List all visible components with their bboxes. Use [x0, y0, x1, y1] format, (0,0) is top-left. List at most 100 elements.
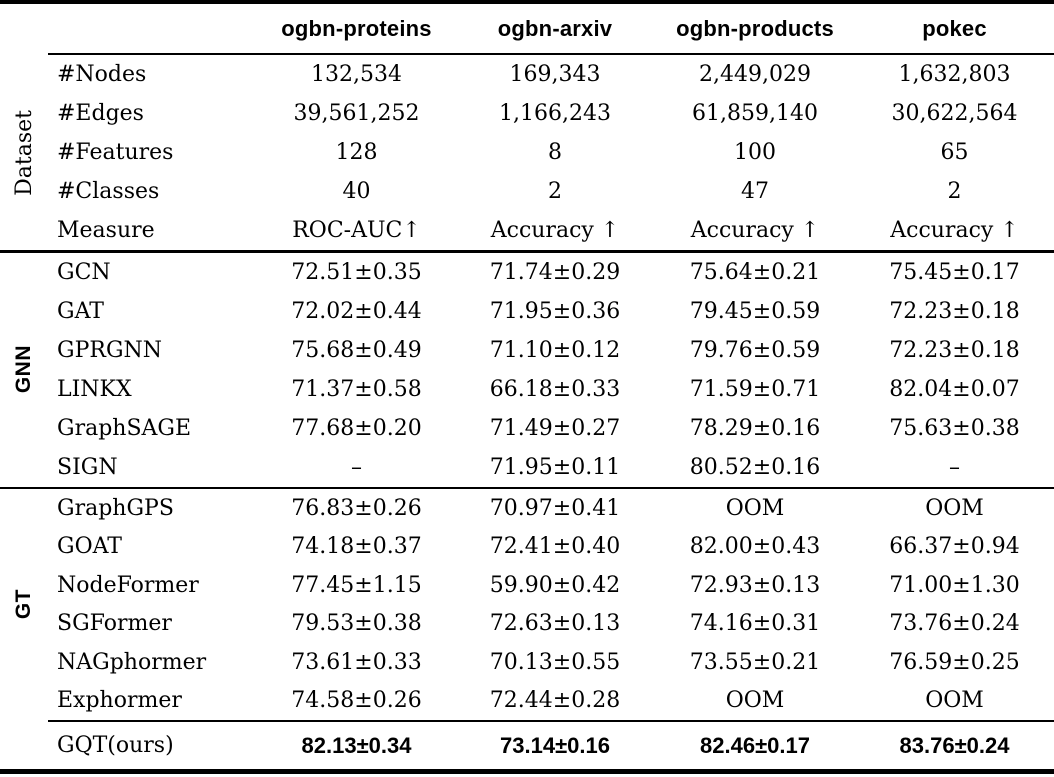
table-cell: 2 [947, 179, 962, 204]
table-cell: 75.68±0.49 [291, 337, 422, 363]
table-cell: 77.68±0.20 [291, 415, 422, 441]
table-cell: 73.61±0.33 [291, 649, 422, 675]
table-cell-best: 82.13±0.34 [301, 732, 412, 758]
gt-section: GT GraphGPS 76.83±0.26 70.97±0.41 OOM OO… [0, 489, 1054, 720]
table-cell: 72.51±0.35 [291, 259, 422, 285]
table-row-measure: Measure ROC-AUC↑ Accuracy ↑ Accuracy ↑ A… [48, 211, 1054, 250]
table-cell: 74.18±0.37 [291, 534, 422, 560]
table-cell: 75.64±0.21 [689, 259, 821, 285]
table-cell: – [351, 454, 362, 480]
table-row-sign: SIGN – 71.95±0.11 80.52±0.16 – [48, 448, 1054, 487]
row-label: LINKX [57, 376, 132, 402]
table-bottom-rule [0, 769, 1054, 774]
table-row-edges: #Edges 39,561,252 1,166,243 61,859,140 3… [48, 94, 1054, 133]
table-cell: 70.13±0.55 [489, 649, 621, 675]
row-label: NAGphormer [57, 649, 207, 675]
section-divider-rule [0, 486, 1054, 489]
table-row-gat: GAT 72.02±0.44 71.95±0.36 79.45±0.59 72.… [48, 292, 1054, 331]
table-cell: OOM [725, 495, 785, 521]
ours-divider-rule [48, 720, 1054, 722]
table-cell: 72.41±0.40 [489, 534, 621, 560]
table-row-nagphormer: NAGphormer 73.61±0.33 70.13±0.55 73.55±0… [48, 643, 1054, 682]
table-cell: 59.90±0.42 [489, 572, 621, 598]
table-cell-best: 73.14±0.16 [500, 732, 610, 758]
table-cell: Accuracy ↑ [890, 218, 1019, 243]
table-cell: 73.76±0.24 [889, 611, 1020, 637]
table-cell-best: 82.46±0.17 [700, 732, 810, 758]
row-label: GraphSAGE [57, 415, 192, 441]
gnn-section: GNN GCN 72.51±0.35 71.74±0.29 75.64±0.21… [0, 253, 1054, 487]
table-row-nodeformer: NodeFormer 77.45±1.15 59.90±0.42 72.93±0… [48, 566, 1054, 605]
table-cell: ROC-AUC↑ [292, 218, 421, 243]
table-cell: 8 [548, 140, 562, 165]
row-label: GQT(ours) [57, 733, 174, 758]
row-label: GOAT [57, 534, 122, 560]
row-label: GAT [57, 298, 104, 324]
table-row-features: #Features 128 8 100 65 [48, 133, 1054, 172]
table-cell: 82.00±0.43 [689, 534, 821, 560]
table-cell: 70.97±0.41 [489, 495, 621, 521]
row-label: Measure [57, 218, 155, 243]
table-cell: 72.02±0.44 [291, 298, 422, 324]
row-label: GraphGPS [57, 495, 174, 521]
table-row-sgformer: SGFormer 79.53±0.38 72.63±0.13 74.16±0.3… [48, 605, 1054, 644]
section-label-gt: GT [12, 589, 35, 620]
table-cell: 61,859,140 [692, 101, 818, 126]
header-underline-rule [48, 53, 1054, 55]
table-cell: 71.00±1.30 [889, 572, 1020, 598]
table-row-gcn: GCN 72.51±0.35 71.74±0.29 75.64±0.21 75.… [48, 253, 1054, 292]
table-row-exphormer: Exphormer 74.58±0.26 72.44±0.28 OOM OOM [48, 682, 1054, 721]
table-cell: 71.95±0.36 [489, 298, 621, 324]
table-cell: 77.45±1.15 [291, 572, 422, 598]
table-row-gprgnn: GPRGNN 75.68±0.49 71.10±0.12 79.76±0.59 … [48, 331, 1054, 370]
table-row-graphsage: GraphSAGE 77.68±0.20 71.49±0.27 78.29±0.… [48, 409, 1054, 448]
table-cell: OOM [725, 688, 785, 714]
section-label-gnn: GNN [12, 345, 35, 394]
row-label: Exphormer [57, 688, 182, 714]
table-cell: 39,561,252 [293, 101, 420, 126]
table-cell: 79.76±0.59 [689, 337, 821, 363]
table-cell: 71.59±0.71 [689, 376, 821, 402]
column-header-pokec: pokec [922, 15, 987, 41]
table-cell: 72.23±0.18 [889, 337, 1020, 363]
dataset-section-label-cell: Dataset [0, 55, 48, 250]
table-cell: 128 [335, 140, 378, 165]
gnn-section-label-cell: GNN [0, 253, 48, 487]
table-cell: 73.55±0.21 [689, 649, 821, 675]
table-cell: 169,343 [509, 62, 601, 87]
table-cell: 80.52±0.16 [689, 454, 821, 480]
table-cell: 1,632,803 [898, 62, 1011, 87]
table-cell: Accuracy ↑ [490, 218, 620, 243]
table-cell: 79.45±0.59 [689, 298, 821, 324]
table-cell: 1,166,243 [499, 101, 611, 126]
table-cell: 78.29±0.16 [689, 415, 821, 441]
row-label: #Classes [57, 179, 160, 204]
table-cell: 65 [940, 140, 969, 165]
table-row-classes: #Classes 40 2 47 2 [48, 172, 1054, 211]
table-cell: 66.18±0.33 [489, 376, 621, 402]
row-label: #Nodes [57, 62, 147, 87]
table-cell: OOM [925, 495, 984, 521]
row-label: SIGN [57, 454, 118, 480]
table-row-graphgps: GraphGPS 76.83±0.26 70.97±0.41 OOM OOM [48, 489, 1054, 528]
row-label: #Features [57, 140, 174, 165]
table-cell: 71.10±0.12 [489, 337, 621, 363]
table-cell: 132,534 [311, 62, 402, 87]
table-cell: Accuracy ↑ [690, 218, 820, 243]
column-header-ogbn-products: ogbn-products [676, 15, 834, 41]
table-cell: 2 [548, 179, 562, 204]
table-cell: 2,449,029 [699, 62, 811, 87]
table-row-gqt-ours: GQT(ours) 82.13±0.34 73.14±0.16 82.46±0.… [0, 722, 1054, 769]
table-cell: 74.58±0.26 [291, 688, 422, 714]
table-cell: 71.37±0.58 [291, 376, 422, 402]
table-cell: OOM [925, 688, 984, 714]
table-cell: 30,622,564 [891, 101, 1018, 126]
column-header-ogbn-arxiv: ogbn-arxiv [497, 15, 613, 41]
row-label: GCN [57, 259, 111, 285]
table-cell: 72.23±0.18 [889, 298, 1020, 324]
table-cell: 100 [734, 140, 776, 165]
row-label: GPRGNN [57, 337, 163, 363]
table-cell: 71.95±0.11 [489, 454, 621, 480]
table-cell: 76.59±0.25 [889, 649, 1020, 675]
